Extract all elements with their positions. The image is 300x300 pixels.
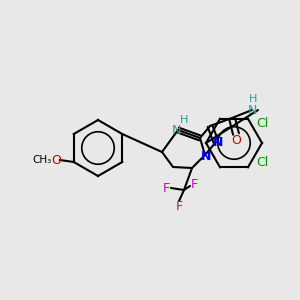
Text: N: N bbox=[171, 124, 181, 136]
Text: CH₃: CH₃ bbox=[32, 155, 51, 165]
Text: N: N bbox=[247, 103, 257, 116]
Text: Cl: Cl bbox=[256, 156, 268, 169]
Text: O: O bbox=[231, 134, 241, 146]
Text: O: O bbox=[51, 154, 61, 166]
Text: F: F bbox=[162, 182, 169, 194]
Text: Cl: Cl bbox=[256, 117, 268, 130]
Text: H: H bbox=[180, 115, 188, 125]
Text: N: N bbox=[201, 151, 211, 164]
Text: F: F bbox=[176, 200, 183, 212]
Text: F: F bbox=[190, 178, 198, 190]
Text: H: H bbox=[249, 94, 257, 104]
Text: N: N bbox=[213, 136, 223, 149]
